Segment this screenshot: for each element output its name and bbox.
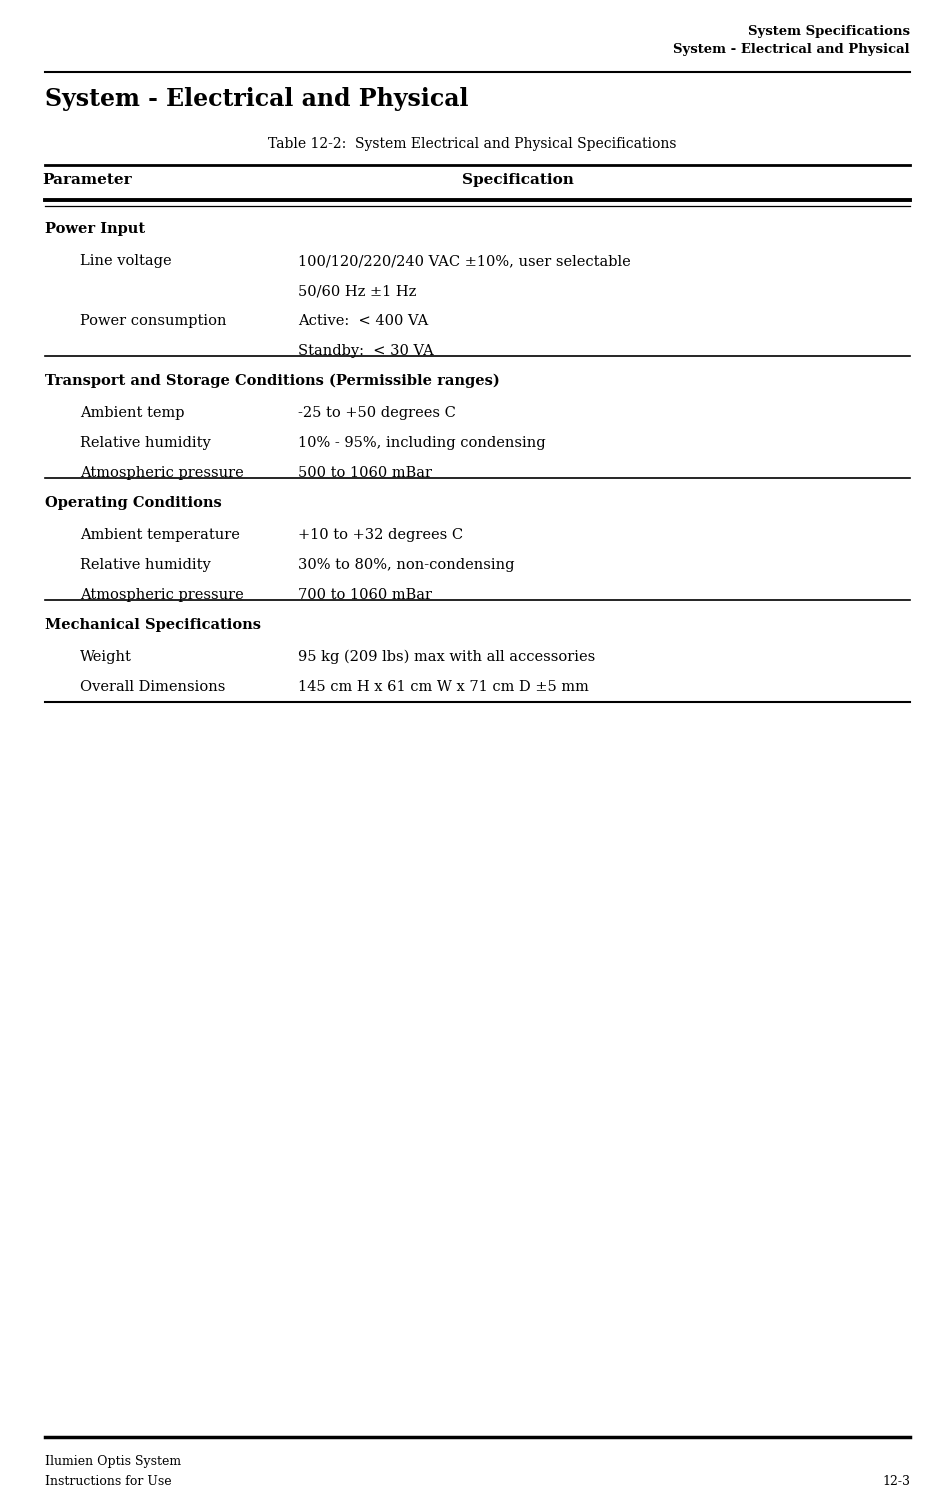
Text: Parameter: Parameter <box>42 174 131 187</box>
Text: 30% to 80%, non-condensing: 30% to 80%, non-condensing <box>297 558 514 572</box>
Text: 12-3: 12-3 <box>881 1474 909 1488</box>
Text: -25 to +50 degrees C: -25 to +50 degrees C <box>297 406 455 420</box>
Text: 500 to 1060 mBar: 500 to 1060 mBar <box>297 466 431 480</box>
Text: Table 12-2:  System Electrical and Physical Specifications: Table 12-2: System Electrical and Physic… <box>268 137 676 151</box>
Text: Relative humidity: Relative humidity <box>80 436 211 450</box>
Text: Weight: Weight <box>80 650 132 664</box>
Text: Power Input: Power Input <box>45 222 145 235</box>
Text: Relative humidity: Relative humidity <box>80 558 211 572</box>
Text: Ambient temp: Ambient temp <box>80 406 185 420</box>
Text: Atmospheric pressure: Atmospheric pressure <box>80 466 244 480</box>
Text: Instructions for Use: Instructions for Use <box>45 1474 172 1488</box>
Text: System - Electrical and Physical: System - Electrical and Physical <box>45 88 468 112</box>
Text: Mechanical Specifications: Mechanical Specifications <box>45 619 261 632</box>
Text: Overall Dimensions: Overall Dimensions <box>80 681 226 694</box>
Text: System - Electrical and Physical: System - Electrical and Physical <box>673 42 909 56</box>
Text: Specification: Specification <box>462 174 573 187</box>
Text: 100/120/220/240 VAC ±10%, user selectable: 100/120/220/240 VAC ±10%, user selectabl… <box>297 254 630 269</box>
Text: Operating Conditions: Operating Conditions <box>45 496 222 510</box>
Text: Power consumption: Power consumption <box>80 314 227 327</box>
Text: 50/60 Hz ±1 Hz: 50/60 Hz ±1 Hz <box>297 284 415 297</box>
Text: Ilumien Optis System: Ilumien Optis System <box>45 1455 181 1468</box>
Text: System Specifications: System Specifications <box>748 26 909 38</box>
Text: 10% - 95%, including condensing: 10% - 95%, including condensing <box>297 436 545 450</box>
Text: 145 cm H x 61 cm W x 71 cm D ±5 mm: 145 cm H x 61 cm W x 71 cm D ±5 mm <box>297 681 588 694</box>
Text: 95 kg (209 lbs) max with all accessories: 95 kg (209 lbs) max with all accessories <box>297 650 595 664</box>
Text: Transport and Storage Conditions (Permissible ranges): Transport and Storage Conditions (Permis… <box>45 374 499 388</box>
Text: Ambient temperature: Ambient temperature <box>80 528 240 542</box>
Text: Active:  < 400 VA: Active: < 400 VA <box>297 314 428 327</box>
Text: +10 to +32 degrees C: +10 to +32 degrees C <box>297 528 463 542</box>
Text: Line voltage: Line voltage <box>80 254 172 269</box>
Text: 700 to 1060 mBar: 700 to 1060 mBar <box>297 589 431 602</box>
Text: Atmospheric pressure: Atmospheric pressure <box>80 589 244 602</box>
Text: Standby:  < 30 VA: Standby: < 30 VA <box>297 344 433 358</box>
